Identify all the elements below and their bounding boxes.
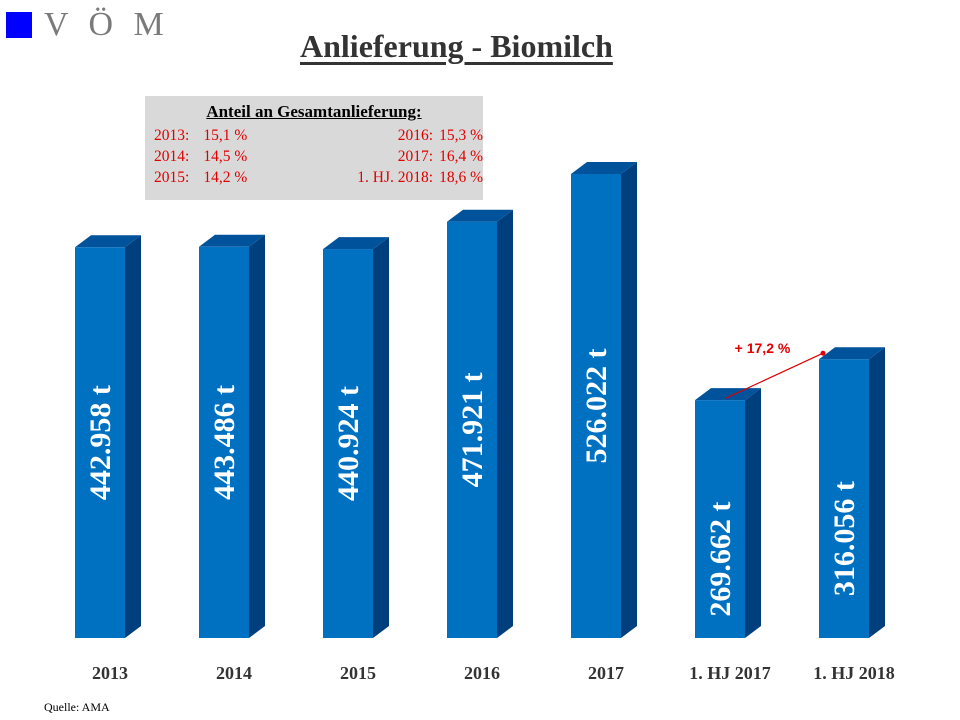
info-column-right: 2016: 15,3 % 2017: 16,4 % 1. HJ. 2018: 18,6… (294, 125, 483, 188)
info-row: 2016: 15,3 % (304, 125, 483, 146)
x-tick-label: 1. HJ 2018 (813, 663, 895, 683)
logo-text: V Ö M (44, 6, 170, 43)
bar-front (819, 359, 869, 638)
info-row-value: 18,6 % (439, 169, 483, 186)
x-tick-label: 2014 (216, 663, 252, 683)
info-row-label: 2017: (397, 148, 434, 165)
info-box-heading: Anteil an Gesamtanlieferung: (206, 102, 422, 121)
bar-top (571, 162, 637, 174)
info-row-value: 14,2 % (203, 169, 248, 186)
bar-side (497, 209, 513, 638)
bar-front (447, 221, 497, 638)
info-row-value: 16,4 % (439, 148, 483, 165)
source-note: Quelle: AMA (44, 700, 110, 714)
share-info-box: Anteil an Gesamtanlieferung: 2013: 15,1 %… (145, 96, 483, 200)
bar-value-label: 471.921 t (456, 372, 489, 487)
chart-title: Anlieferung - Biomilch (300, 28, 613, 64)
bar-front (199, 246, 249, 638)
bar-side (745, 388, 761, 638)
info-row-label: 2016: (397, 127, 434, 144)
growth-arrow-head (820, 350, 826, 356)
bar-top (695, 388, 761, 401)
bar-value-label: 443.486 t (208, 385, 241, 500)
info-row: 2013: 15,1 % (154, 125, 294, 146)
info-row: 2015: 14,2 % (154, 167, 294, 188)
info-row-label: 1. HJ. 2018: (357, 169, 434, 186)
info-row-value: 14,5 % (203, 148, 248, 165)
bar (323, 237, 389, 638)
bar-value-label: 440.924 t (332, 386, 365, 501)
bar (199, 234, 265, 638)
bar-value-label: 442.958 t (84, 385, 117, 500)
bar (571, 162, 637, 638)
bar-front (323, 249, 373, 638)
logo-square (6, 12, 32, 38)
growth-annotation-label: + 17,2 % (735, 340, 791, 356)
info-row: 2017: 16,4 % (304, 146, 483, 167)
bar-side (869, 347, 885, 638)
bar-front (571, 174, 621, 638)
x-tick-label: 1. HJ 2017 (689, 663, 771, 683)
bar-top (323, 237, 389, 250)
bar-side (125, 235, 141, 638)
info-row-value: 15,1 % (203, 127, 248, 144)
bar-side (373, 237, 389, 638)
x-tick-label: 2015 (340, 663, 376, 683)
bar-top (75, 235, 141, 248)
x-tick-label: 2017 (588, 663, 624, 683)
bar (447, 209, 513, 638)
bar (819, 347, 885, 638)
bar (75, 235, 141, 638)
vom-logo: V Ö M (6, 6, 170, 44)
info-row: 2014: 14,5 % (154, 146, 294, 167)
info-row-label: 2014: (154, 148, 190, 165)
info-row-value: 15,3 % (439, 127, 483, 144)
bar-top (199, 234, 265, 247)
bar-front (75, 247, 125, 638)
bar (695, 388, 761, 638)
growth-arrow-line (725, 352, 824, 399)
bar-value-label: 269.662 t (704, 502, 737, 617)
bar-side (249, 234, 265, 638)
info-row-label: 2015: (154, 169, 190, 186)
bar-side (621, 162, 637, 638)
x-tick-label: 2016 (464, 663, 500, 683)
bar-value-label: 526.022 t (580, 349, 613, 464)
bar-value-label: 316.056 t (828, 481, 861, 596)
bar-top (819, 347, 885, 360)
bar-top (447, 209, 513, 222)
info-column-left: 2013: 15,1 % 2014: 14,5 % 2015: 14,2 % (145, 125, 294, 188)
info-row: 1. HJ. 2018: 18,6 % (304, 167, 483, 188)
info-row-label: 2013: (154, 127, 190, 144)
x-tick-label: 2013 (92, 663, 128, 683)
bar-front (695, 400, 745, 638)
